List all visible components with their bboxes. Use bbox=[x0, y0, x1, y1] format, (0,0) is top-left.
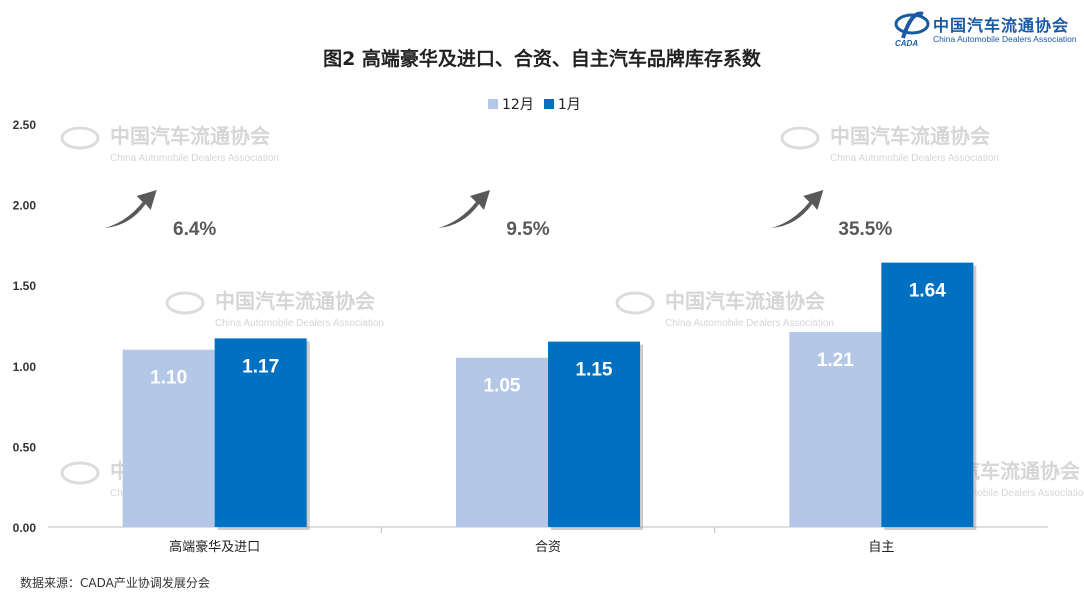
bar-value-label: 1.15 bbox=[576, 360, 613, 381]
bar-value-label: 1.05 bbox=[484, 376, 521, 397]
legend-label-dec: 12月 bbox=[502, 97, 534, 113]
watermark-en-text: China Automobile Dealers Association bbox=[665, 318, 834, 329]
y-tick-label: 1.50 bbox=[13, 279, 37, 293]
growth-arrow-icon bbox=[771, 190, 824, 228]
bar-jan bbox=[881, 262, 974, 527]
bar-dec bbox=[456, 357, 548, 527]
watermark-en-text: China Automobile Dealers Association bbox=[215, 318, 384, 329]
watermark-en-text: China Automobile Dealers Association bbox=[110, 153, 279, 164]
logo-en-text: China Automobile Dealers Association bbox=[933, 34, 1077, 44]
data-source-note: 数据来源：CADA产业协调发展分会 bbox=[20, 576, 210, 590]
watermark-logo-icon bbox=[60, 461, 100, 485]
logo-cn-text: 中国汽车流通协会 bbox=[933, 16, 1070, 35]
legend-item-dec: 12月 bbox=[488, 94, 534, 114]
y-tick-label: 2.00 bbox=[13, 199, 37, 213]
x-category-label: 高端豪华及进口 bbox=[169, 539, 260, 555]
bar-value-label: 1.64 bbox=[909, 281, 946, 302]
y-tick-label: 2.50 bbox=[13, 118, 37, 132]
watermark-en-text: China Automobile Dealers Association bbox=[920, 488, 1084, 499]
watermark-logo-icon bbox=[615, 291, 655, 315]
x-category-label: 合资 bbox=[535, 540, 561, 555]
watermark-logo-icon bbox=[60, 126, 100, 150]
growth-arrow-icon bbox=[438, 190, 490, 228]
legend-swatch-dec bbox=[488, 99, 498, 109]
watermark-cn-text: 中国汽车流通协会 bbox=[830, 124, 990, 148]
watermark-cn-text: 中国汽车流通协会 bbox=[110, 124, 270, 148]
growth-arrow-icon bbox=[104, 190, 157, 228]
watermark-logo-icon bbox=[780, 126, 820, 150]
legend-item-jan: 1月 bbox=[543, 94, 581, 114]
bar-dec bbox=[789, 331, 882, 527]
bar-jan bbox=[214, 338, 307, 527]
logo-mark-text: CADA bbox=[895, 39, 918, 48]
y-tick-label: 0.50 bbox=[13, 440, 37, 454]
bar-value-label: 1.17 bbox=[242, 356, 279, 377]
bar-jan bbox=[548, 341, 640, 527]
bar-value-label: 1.10 bbox=[150, 368, 187, 389]
y-tick-label: 0.00 bbox=[13, 521, 37, 535]
chart-title: 图2 高端豪华及进口、合资、自主汽车品牌库存系数 bbox=[323, 48, 761, 70]
cada-logo-icon: CADA bbox=[894, 11, 930, 48]
cada-logo: CADA 中国汽车流通协会 China Automobile Dealers A… bbox=[893, 6, 1078, 50]
y-tick-label: 1.00 bbox=[13, 360, 37, 374]
watermark-cn-text: 中国汽车流通协会 bbox=[665, 289, 825, 313]
growth-rate-label: 6.4% bbox=[173, 219, 216, 240]
growth-rate-label: 9.5% bbox=[506, 219, 549, 240]
watermark-logo-icon bbox=[165, 291, 205, 315]
watermark-en-text: China Automobile Dealers Association bbox=[830, 153, 999, 164]
growth-rate-label: 35.5% bbox=[838, 219, 892, 240]
legend-swatch-jan bbox=[543, 99, 554, 109]
bar-value-label: 1.21 bbox=[817, 350, 854, 371]
legend-label-jan: 1月 bbox=[557, 97, 581, 113]
x-category-label: 自主 bbox=[868, 540, 894, 555]
bar-dec bbox=[122, 349, 215, 527]
chart-legend: 12月 1月 bbox=[488, 94, 581, 114]
watermark-cn-text: 中国汽车流通协会 bbox=[215, 289, 375, 313]
